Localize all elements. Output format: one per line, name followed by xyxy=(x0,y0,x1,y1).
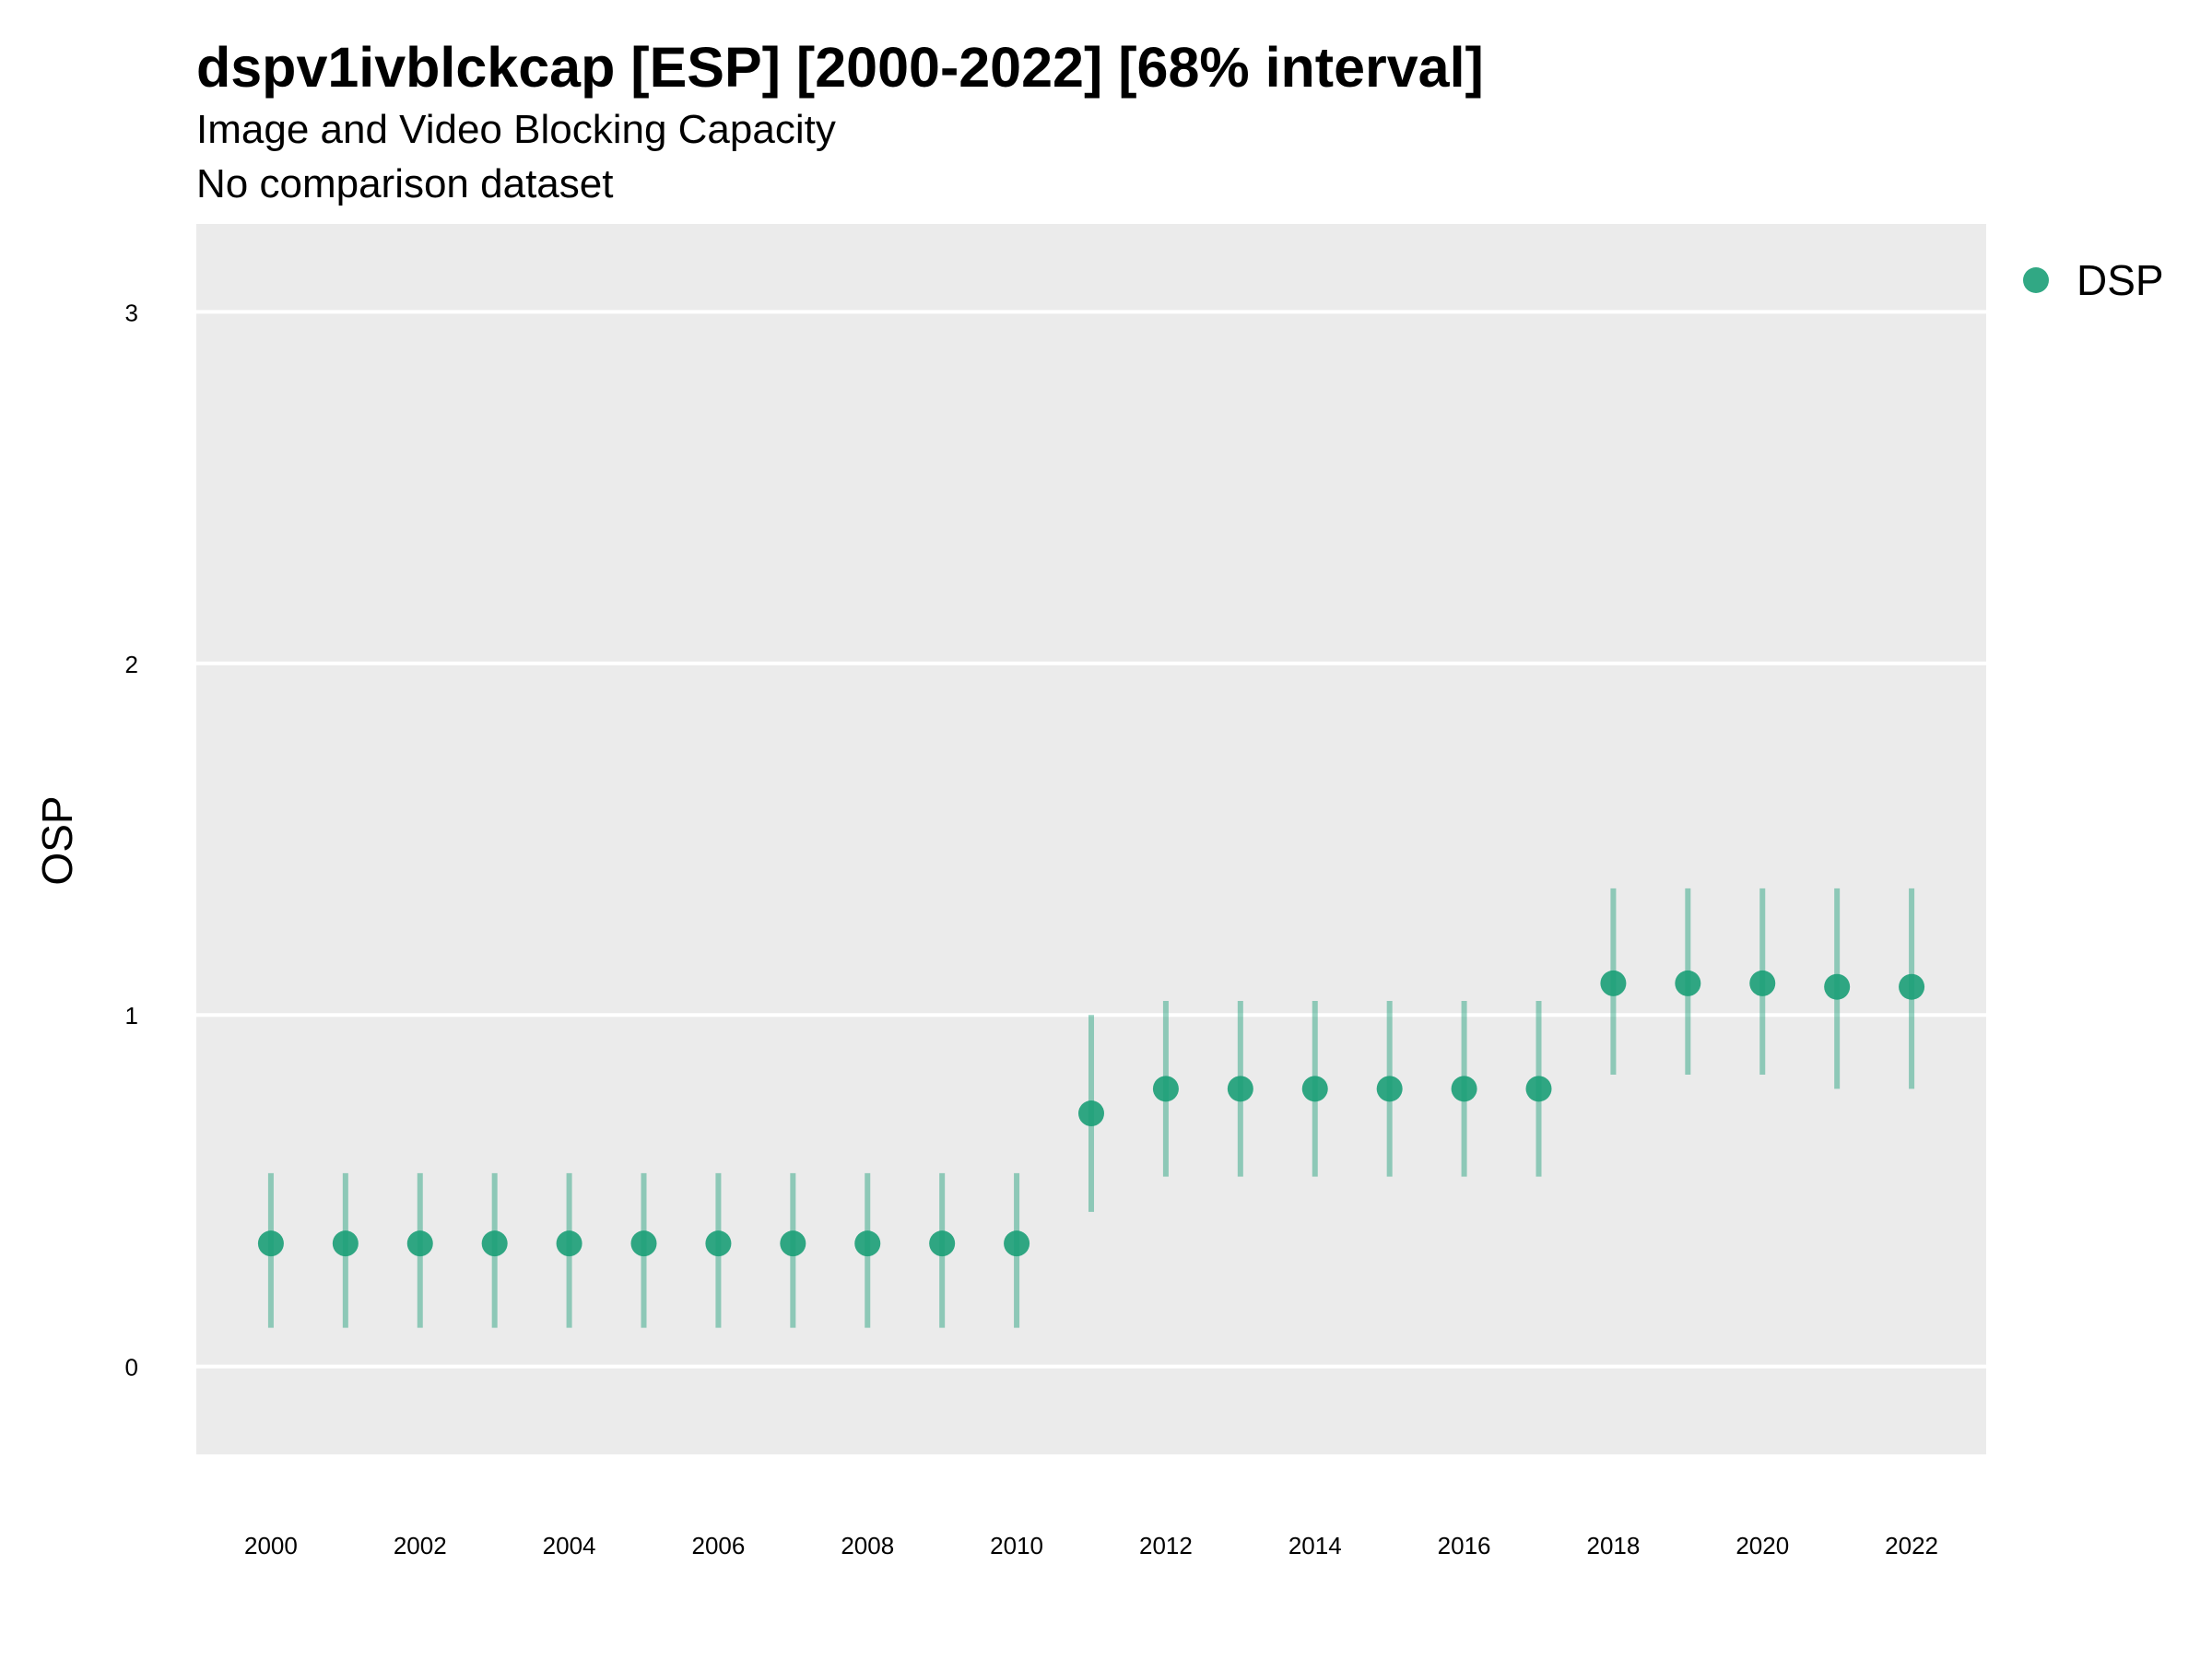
data-point xyxy=(1078,1100,1104,1127)
data-point xyxy=(1301,1076,1328,1102)
data-point xyxy=(929,1230,956,1257)
data-point xyxy=(1749,970,1776,996)
data-point xyxy=(332,1230,359,1257)
x-tick-label: 2018 xyxy=(1586,1532,1640,1559)
data-point xyxy=(1152,1076,1179,1102)
x-tick-label: 2022 xyxy=(1885,1532,1938,1559)
x-tick-labels: 2000 2002 2004 2006 2008 2010 2012 2014 2016 2018… xyxy=(244,1532,1938,1559)
data-point xyxy=(780,1230,806,1257)
y-tick-label: 3 xyxy=(125,299,138,326)
x-tick-label: 2006 xyxy=(691,1532,745,1559)
data-point xyxy=(1227,1076,1253,1102)
chart-title: dspv1ivblckcap [ESP] [2000-2022] [68% in… xyxy=(196,36,1484,99)
data-point xyxy=(1824,973,1851,1000)
x-tick-label: 2000 xyxy=(244,1532,298,1559)
legend-label: DSP xyxy=(2077,256,2164,304)
x-tick-label: 2014 xyxy=(1288,1532,1342,1559)
grid-lines xyxy=(196,310,1986,1369)
y-tick-label: 1 xyxy=(125,1002,138,1030)
data-point xyxy=(705,1230,732,1257)
x-tick-label: 2010 xyxy=(990,1532,1043,1559)
data-point xyxy=(1376,1076,1403,1102)
chart-subtitle: Image and Video Blocking Capacity xyxy=(196,107,836,152)
data-point xyxy=(481,1230,508,1257)
plot-panel xyxy=(196,224,1986,1454)
x-tick-label: 2008 xyxy=(841,1532,894,1559)
data-point xyxy=(1525,1076,1552,1102)
y-axis-label: OSP xyxy=(33,795,81,885)
y-tick-label: 2 xyxy=(125,651,138,678)
data-point xyxy=(854,1230,881,1257)
y-tick-label: 0 xyxy=(125,1354,138,1382)
data-point xyxy=(257,1230,284,1257)
x-tick-label: 2016 xyxy=(1438,1532,1491,1559)
data-point xyxy=(1899,973,1925,1000)
x-tick-label: 2004 xyxy=(543,1532,596,1559)
x-tick-label: 2002 xyxy=(394,1532,447,1559)
data-point xyxy=(630,1230,657,1257)
data-point xyxy=(1004,1230,1030,1257)
x-tick-label: 2012 xyxy=(1139,1532,1193,1559)
chart-subtitle-2: No comparison dataset xyxy=(196,161,613,206)
data-points xyxy=(257,970,1925,1257)
x-tick-label: 2020 xyxy=(1735,1532,1789,1559)
legend: DSP xyxy=(2023,256,2164,304)
data-point xyxy=(1451,1076,1477,1102)
data-point xyxy=(1600,970,1627,996)
data-point xyxy=(556,1230,582,1257)
legend-marker xyxy=(2023,267,2049,293)
data-point xyxy=(406,1230,433,1257)
data-point xyxy=(1675,970,1701,996)
y-tick-labels: 0 1 2 3 xyxy=(125,299,138,1381)
